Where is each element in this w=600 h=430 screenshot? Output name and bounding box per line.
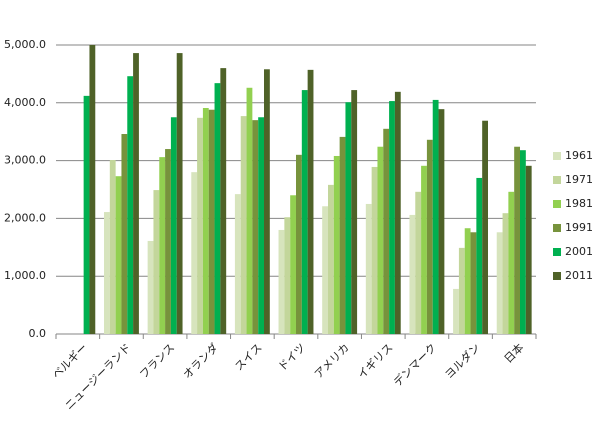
bar — [502, 213, 509, 334]
y-tick-label: 4,000.0 — [4, 96, 46, 109]
y-tick-label: 3,000.0 — [4, 154, 46, 167]
x-tick-label: オランダ — [180, 340, 221, 381]
y-tick-label: 0.0 — [29, 327, 47, 340]
bar — [339, 136, 346, 334]
bar — [301, 90, 308, 334]
bar — [383, 128, 390, 334]
bar — [165, 149, 171, 334]
bar — [345, 102, 352, 334]
bar — [307, 69, 314, 334]
bar — [133, 53, 139, 334]
bar — [296, 154, 302, 334]
bar — [322, 206, 328, 334]
bar — [197, 117, 203, 334]
bar — [234, 194, 241, 334]
y-tick-label: 1,000.0 — [4, 269, 46, 282]
legend-label: 1961 — [565, 149, 593, 162]
bar — [525, 165, 532, 334]
bar — [520, 150, 526, 334]
bar — [351, 90, 358, 334]
bar — [508, 191, 515, 334]
legend-swatch — [553, 248, 561, 256]
bar — [170, 117, 177, 334]
bar — [377, 146, 384, 334]
bar — [147, 240, 154, 334]
bar — [246, 87, 253, 334]
bar — [514, 146, 520, 334]
bar — [432, 99, 439, 334]
x-tick-label: イギリス — [355, 341, 395, 381]
bar — [208, 109, 215, 335]
bar — [214, 83, 221, 334]
bar — [328, 184, 334, 334]
bar — [290, 195, 296, 334]
legend-swatch — [553, 176, 561, 184]
x-tick-label: スイス — [232, 341, 264, 373]
bar — [365, 203, 372, 334]
bar — [458, 247, 465, 334]
legend-swatch — [553, 272, 561, 280]
bar — [421, 165, 427, 334]
legend-swatch — [553, 152, 561, 160]
bar — [258, 117, 264, 334]
bar — [109, 160, 116, 334]
x-tick-label: 日本 — [501, 340, 526, 365]
bar — [482, 120, 488, 334]
legend-label: 1991 — [565, 221, 593, 234]
legend-swatch — [553, 200, 561, 208]
bar — [202, 108, 209, 334]
bar — [415, 191, 422, 334]
bar — [127, 76, 134, 334]
x-tick-label: アメリカ — [312, 341, 352, 381]
bar — [453, 288, 459, 334]
bar — [264, 69, 270, 334]
bar — [284, 217, 291, 334]
bar — [389, 101, 395, 334]
bar — [394, 91, 401, 335]
legend-label: 2001 — [565, 245, 593, 258]
legend-swatch — [553, 224, 561, 232]
bar — [464, 228, 471, 334]
bar — [191, 172, 198, 334]
bar — [153, 190, 160, 334]
bar — [333, 155, 340, 334]
bar — [278, 229, 285, 334]
bar — [252, 120, 259, 334]
legend-label: 1981 — [565, 197, 593, 210]
bar — [89, 45, 96, 334]
x-tick-label: フランス — [137, 341, 177, 381]
bar — [470, 232, 477, 334]
x-tick-label: デンマーク — [390, 340, 439, 389]
bar — [83, 95, 90, 334]
x-tick-label: ヨルダン — [442, 340, 483, 381]
x-tick-label: ベルギー — [50, 341, 90, 381]
bar — [476, 177, 483, 334]
bar — [371, 166, 378, 334]
bar — [240, 116, 247, 335]
bar — [426, 139, 433, 334]
bar — [121, 134, 128, 334]
bar — [438, 109, 445, 335]
y-tick-label: 5,000.0 — [4, 38, 46, 51]
bar — [104, 212, 110, 334]
bar — [220, 68, 227, 335]
legend-label: 2011 — [565, 269, 593, 282]
bar — [176, 53, 183, 334]
x-tick-label: ドイツ — [276, 341, 309, 374]
y-tick-label: 2,000.0 — [4, 211, 46, 224]
bar — [496, 232, 503, 334]
bar — [159, 157, 166, 334]
legend-label: 1971 — [565, 173, 593, 186]
bar — [409, 214, 416, 334]
bar — [115, 176, 122, 334]
